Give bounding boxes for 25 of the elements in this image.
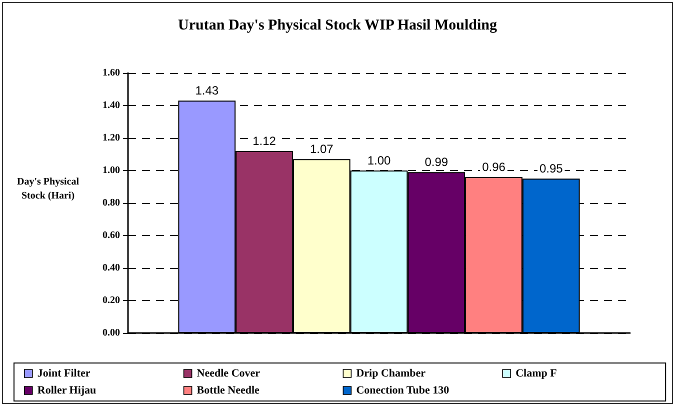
y-tick-label: 0.80 bbox=[102, 198, 120, 208]
y-tick-label: 1.60 bbox=[102, 68, 120, 78]
y-tick-label: 1.00 bbox=[102, 165, 120, 176]
legend-label: Conection Tube 130 bbox=[356, 384, 450, 396]
data-label: 1.43 bbox=[195, 84, 219, 98]
data-label: 1.12 bbox=[252, 134, 276, 148]
chart-title: Urutan Day's Physical Stock WIP Hasil Moulding bbox=[178, 18, 498, 34]
legend-label: Bottle Needle bbox=[196, 384, 260, 396]
y-tick-label: 0.60 bbox=[102, 230, 120, 241]
y-tick-label: 1.40 bbox=[102, 100, 120, 111]
data-label: 0.99 bbox=[424, 155, 448, 170]
legend-label: Clamp F bbox=[516, 368, 558, 380]
legend-label: Joint Filter bbox=[37, 368, 90, 380]
data-label: 1.07 bbox=[310, 142, 334, 156]
y-tick-label: 0.20 bbox=[102, 295, 120, 306]
y-tick-label: 1.20 bbox=[102, 132, 120, 144]
y-tick-label: 0.40 bbox=[102, 262, 120, 274]
legend-label: Drip Chamber bbox=[356, 368, 426, 380]
legend-label: Roller Hijau bbox=[37, 384, 96, 396]
y-tick-label: 0.00 bbox=[102, 328, 120, 338]
y-axis-title: Day's Physical Stock (Hari) bbox=[17, 176, 80, 202]
legend-label: Needle Cover bbox=[196, 368, 260, 380]
data-label: 0.96 bbox=[482, 160, 506, 174]
data-label: 1.00 bbox=[367, 154, 391, 168]
data-label: 0.95 bbox=[539, 162, 564, 176]
